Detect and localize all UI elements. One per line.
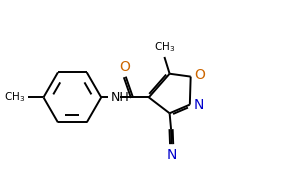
Text: O: O [194,68,205,82]
Text: N: N [166,148,177,162]
Text: CH$_3$: CH$_3$ [154,40,175,53]
Text: CH$_3$: CH$_3$ [4,91,25,104]
Text: N: N [193,98,204,112]
Text: O: O [119,60,130,74]
Text: NH: NH [111,91,129,104]
